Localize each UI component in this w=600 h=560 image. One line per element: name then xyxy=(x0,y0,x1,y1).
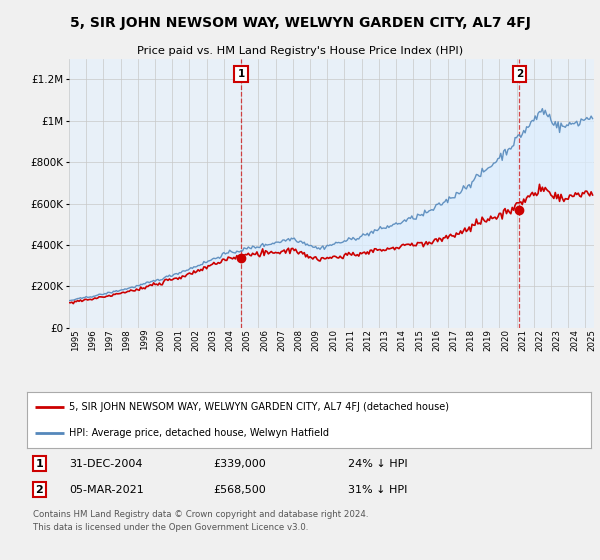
Text: 2017: 2017 xyxy=(449,329,458,351)
Text: 2001: 2001 xyxy=(174,329,183,351)
Text: 31-DEC-2004: 31-DEC-2004 xyxy=(70,459,143,469)
Text: 2019: 2019 xyxy=(484,329,493,351)
Text: 1: 1 xyxy=(35,459,43,469)
Text: 1998: 1998 xyxy=(122,329,131,351)
Text: 2011: 2011 xyxy=(346,329,355,351)
Text: 2014: 2014 xyxy=(398,329,407,351)
Text: 31% ↓ HPI: 31% ↓ HPI xyxy=(349,485,408,495)
Text: 2: 2 xyxy=(35,485,43,495)
Text: 2025: 2025 xyxy=(587,329,596,351)
Text: 2013: 2013 xyxy=(380,329,389,351)
Text: 1999: 1999 xyxy=(140,329,149,351)
Text: 2005: 2005 xyxy=(243,329,252,351)
Text: £568,500: £568,500 xyxy=(213,485,266,495)
Text: 1997: 1997 xyxy=(105,329,114,351)
Text: 5, SIR JOHN NEWSOM WAY, WELWYN GARDEN CITY, AL7 4FJ (detached house): 5, SIR JOHN NEWSOM WAY, WELWYN GARDEN CI… xyxy=(70,402,449,412)
Text: 2007: 2007 xyxy=(277,329,286,351)
Text: 1995: 1995 xyxy=(71,329,80,351)
Text: 2024: 2024 xyxy=(570,329,579,351)
Text: 2020: 2020 xyxy=(501,329,510,351)
Text: 5, SIR JOHN NEWSOM WAY, WELWYN GARDEN CITY, AL7 4FJ: 5, SIR JOHN NEWSOM WAY, WELWYN GARDEN CI… xyxy=(70,16,530,30)
Text: 2009: 2009 xyxy=(312,329,321,351)
Text: 05-MAR-2021: 05-MAR-2021 xyxy=(70,485,144,495)
Text: 2012: 2012 xyxy=(364,329,373,351)
Text: 2016: 2016 xyxy=(432,329,441,351)
Text: 1: 1 xyxy=(238,69,245,80)
Text: 2: 2 xyxy=(516,69,523,80)
Text: 2003: 2003 xyxy=(208,329,217,351)
Text: Price paid vs. HM Land Registry's House Price Index (HPI): Price paid vs. HM Land Registry's House … xyxy=(137,46,463,56)
Text: This data is licensed under the Open Government Licence v3.0.: This data is licensed under the Open Gov… xyxy=(32,524,308,533)
Text: 2000: 2000 xyxy=(157,329,166,351)
Text: 24% ↓ HPI: 24% ↓ HPI xyxy=(349,459,408,469)
Text: 2006: 2006 xyxy=(260,329,269,351)
Text: HPI: Average price, detached house, Welwyn Hatfield: HPI: Average price, detached house, Welw… xyxy=(70,428,329,438)
Text: 1996: 1996 xyxy=(88,329,97,351)
Text: 2023: 2023 xyxy=(553,329,562,351)
Text: 2002: 2002 xyxy=(191,329,200,351)
Text: 2015: 2015 xyxy=(415,329,424,351)
Text: £339,000: £339,000 xyxy=(213,459,266,469)
Text: 2018: 2018 xyxy=(467,329,476,351)
Text: 2021: 2021 xyxy=(518,329,527,351)
Text: 2010: 2010 xyxy=(329,329,338,351)
Text: 2004: 2004 xyxy=(226,329,235,351)
Text: 2008: 2008 xyxy=(295,329,304,351)
Text: Contains HM Land Registry data © Crown copyright and database right 2024.: Contains HM Land Registry data © Crown c… xyxy=(32,510,368,519)
Text: 2022: 2022 xyxy=(535,329,544,351)
